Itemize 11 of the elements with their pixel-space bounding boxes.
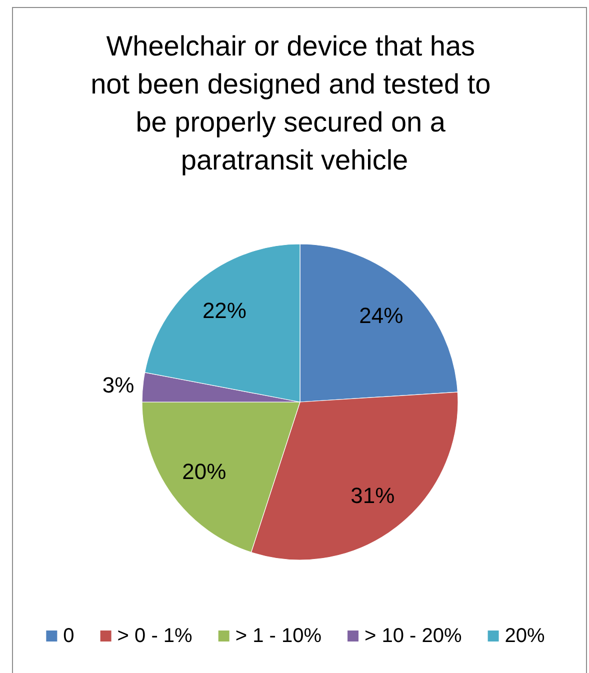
- data-label: 31%: [350, 483, 395, 508]
- data-label: 20%: [182, 459, 226, 484]
- legend-label: > 10 - 20%: [364, 625, 462, 647]
- chart-title: Wheelchair or device that has not been designed and tested to be properly secured on a paratransit vehicle: [90, 30, 498, 176]
- legend-label: > 0 - 1%: [117, 625, 193, 647]
- legend-label: 20%: [504, 625, 546, 647]
- data-label: 3%: [102, 372, 134, 398]
- legend-label: 0: [63, 625, 74, 647]
- legend-label: > 1 - 10%: [235, 625, 322, 647]
- data-label: 24%: [359, 303, 404, 328]
- data-label: 22%: [202, 298, 246, 324]
